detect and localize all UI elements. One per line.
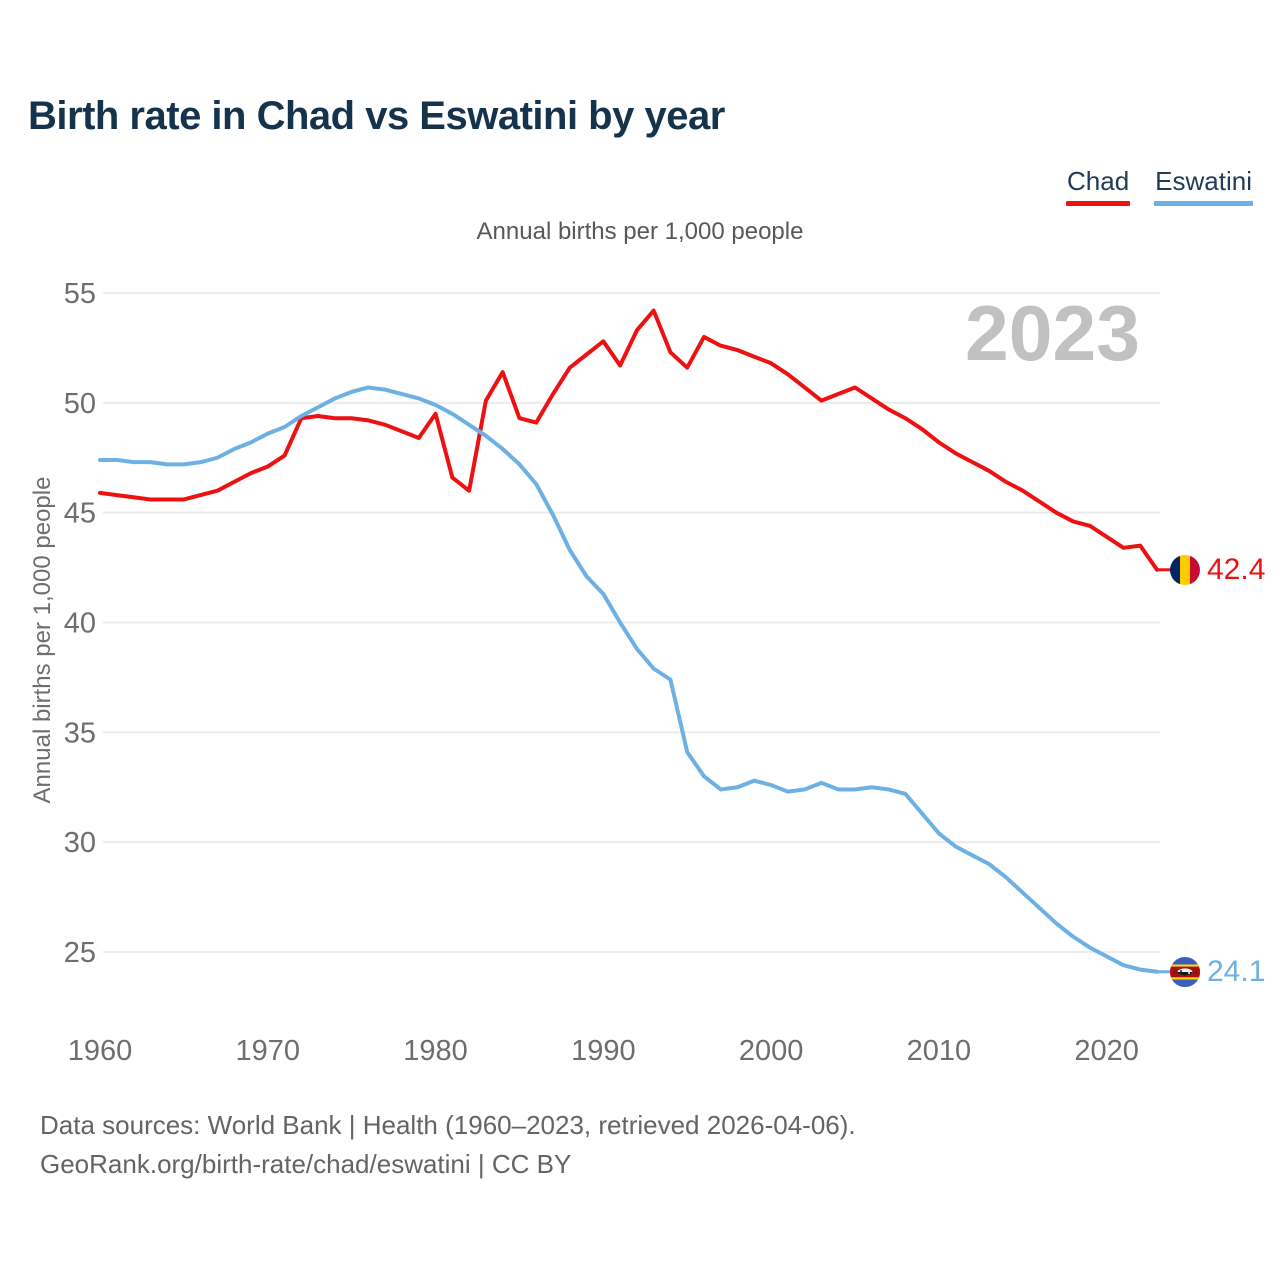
svg-text:2020: 2020	[1074, 1035, 1139, 1067]
svg-text:50: 50	[64, 388, 96, 420]
svg-text:2000: 2000	[739, 1035, 804, 1067]
svg-text:30: 30	[64, 827, 96, 859]
svg-text:25: 25	[64, 937, 96, 969]
legend-item-eswatini[interactable]: Eswatini	[1154, 166, 1253, 206]
svg-text:1960: 1960	[68, 1035, 133, 1067]
footer-sources-line: Data sources: World Bank | Health (1960–…	[40, 1110, 856, 1140]
footer: Data sources: World Bank | Health (1960–…	[40, 1106, 856, 1184]
svg-text:2023: 2023	[965, 289, 1140, 377]
legend-label-chad: Chad	[1067, 166, 1130, 196]
legend-swatch-chad	[1066, 201, 1131, 206]
y-axis-title: Annual births per 1,000 people	[29, 476, 56, 804]
svg-text:1970: 1970	[236, 1035, 301, 1067]
legend-label-eswatini: Eswatini	[1155, 166, 1252, 196]
eswatini-flag-icon	[1170, 957, 1200, 987]
chart-subtitle: Annual births per 1,000 people	[476, 218, 804, 245]
end-value-chad: 42.4	[1207, 553, 1266, 586]
svg-text:1980: 1980	[403, 1035, 468, 1067]
svg-text:40: 40	[64, 608, 96, 640]
legend: Chad Eswatini	[1066, 166, 1253, 206]
page-title: Birth rate in Chad vs Eswatini by year	[28, 94, 725, 138]
series-end-label-eswatini: 24.1	[1170, 955, 1266, 988]
legend-item-chad[interactable]: Chad	[1066, 166, 1131, 206]
end-value-eswatini: 24.1	[1207, 955, 1266, 988]
svg-text:1990: 1990	[571, 1035, 636, 1067]
footer-credit-line: GeoRank.org/birth-rate/chad/eswatini | C…	[40, 1149, 572, 1179]
svg-text:45: 45	[64, 498, 96, 530]
svg-text:55: 55	[64, 278, 96, 310]
svg-text:2010: 2010	[907, 1035, 972, 1067]
legend-swatch-eswatini	[1154, 201, 1253, 206]
chad-flag-icon	[1170, 555, 1200, 585]
series-end-label-chad: 42.4	[1170, 553, 1266, 586]
svg-text:35: 35	[64, 717, 96, 749]
